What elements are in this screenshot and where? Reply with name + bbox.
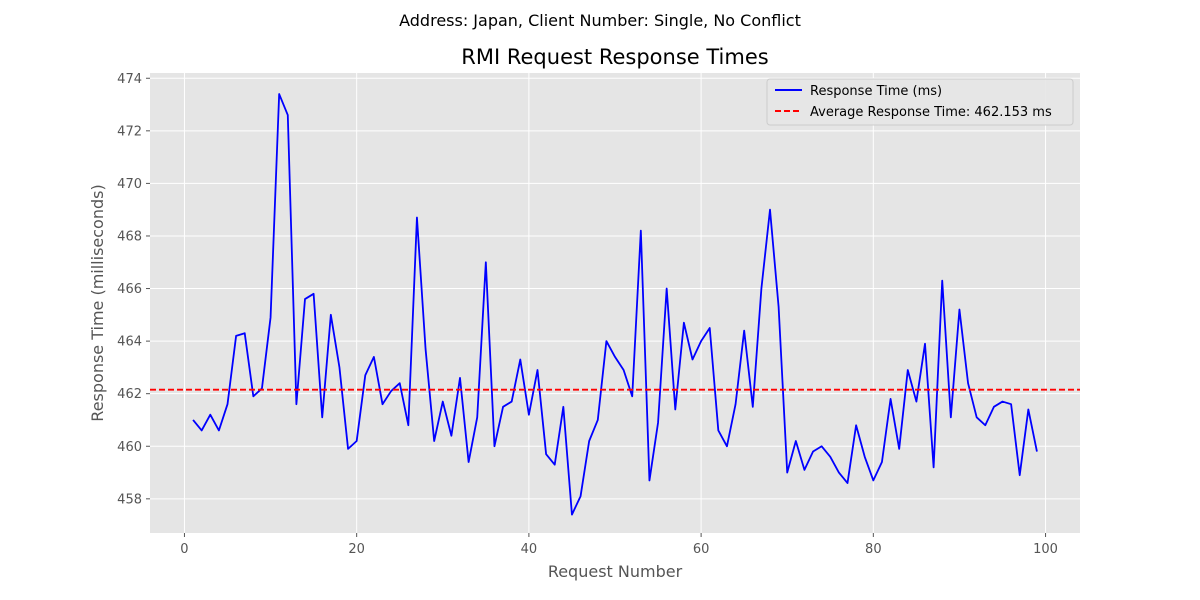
- x-tick-label: 80: [865, 542, 882, 557]
- y-tick-label: 460: [117, 440, 142, 455]
- series-layer: [150, 93, 1080, 516]
- x-tick-label: 60: [693, 542, 710, 557]
- x-axis-label: Request Number: [548, 562, 683, 581]
- legend-box: [766, 78, 1074, 126]
- y-tick-label: 474: [117, 72, 142, 87]
- y-tick-label: 462: [117, 387, 142, 402]
- x-tick-label: 100: [1033, 542, 1058, 557]
- legend-label-response-time: Response Time (ms): [810, 84, 942, 99]
- y-tick-label: 464: [117, 335, 142, 350]
- y-tick-label: 472: [117, 124, 142, 139]
- x-tick-label: 0: [180, 542, 188, 557]
- y-tick-label: 468: [117, 229, 142, 244]
- y-tick-label: 458: [117, 492, 142, 507]
- y-tick-label: 470: [117, 177, 142, 192]
- y-tick-label: 466: [117, 282, 142, 297]
- figure-suptitle: Address: Japan, Client Number: Single, N…: [399, 11, 801, 30]
- grid-lines: [150, 73, 1080, 533]
- legend-label-average: Average Response Time: 462.153 ms: [810, 105, 1052, 120]
- x-tick-label: 20: [348, 542, 365, 557]
- chart-title: RMI Request Response Times: [461, 45, 768, 69]
- response-time-line: [192, 93, 1038, 516]
- x-axis-ticks: 0 20 40 60 80 100: [180, 533, 1058, 557]
- y-axis-label: Response Time (milliseconds): [88, 184, 107, 421]
- y-axis-ticks: 458 460 462 464 466 468 470 472 474: [117, 72, 150, 507]
- x-tick-label: 40: [521, 542, 538, 557]
- legend: Response Time (ms) Average Response Time…: [766, 78, 1074, 126]
